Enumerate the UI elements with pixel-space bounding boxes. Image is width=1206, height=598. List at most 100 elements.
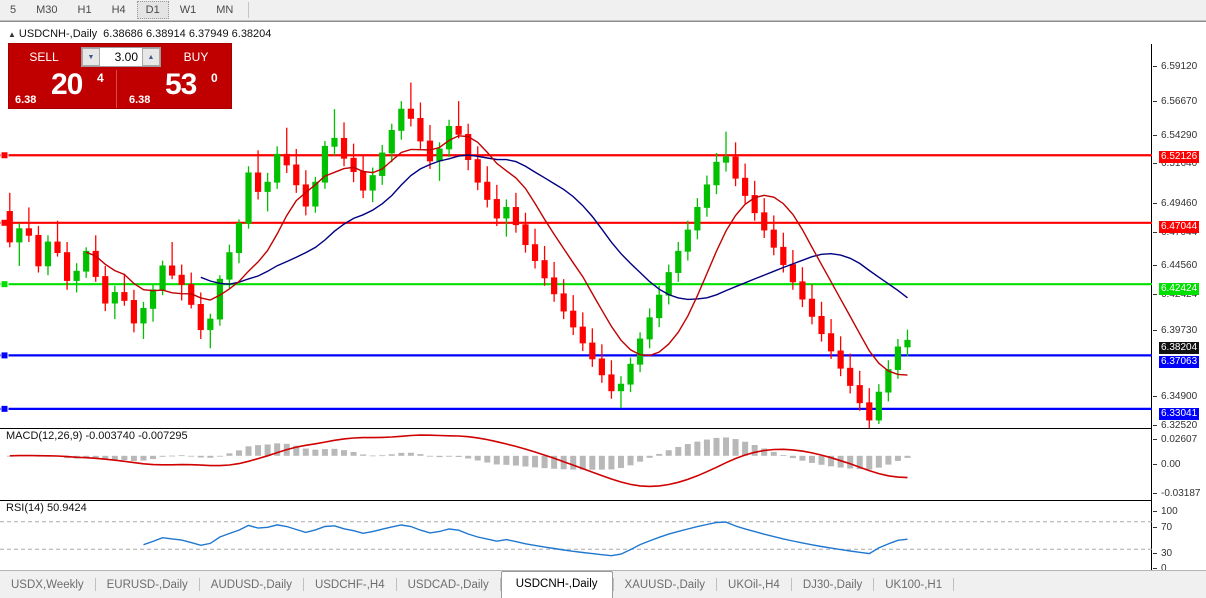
candle-body	[264, 181, 271, 192]
candle-body	[369, 175, 376, 191]
candle-body	[63, 252, 71, 281]
buy-button[interactable]: BUY	[183, 50, 209, 64]
chart-symbol-label: USDCNH-,Daily	[18, 28, 98, 40]
chart-tab-usdx-weekly[interactable]: USDX,Weekly	[11, 579, 84, 591]
macd-histogram-bar	[713, 437, 720, 456]
price-scale[interactable]: 6.59120 6.56670 6.54290 6.51640 6.49460 6.470…	[1153, 44, 1206, 574]
candle-body	[904, 339, 911, 348]
price-tick-label: 6.51640	[1161, 158, 1198, 169]
price-level-tag-red[interactable]: 6.47044	[1159, 221, 1200, 233]
macd-histogram-bar	[350, 452, 357, 456]
buy-price-big: 53	[165, 68, 197, 101]
chart-tab-dj30-daily[interactable]: DJ30-,Daily	[802, 579, 863, 591]
chart-tab-eurusd-daily[interactable]: EURUSD-,Daily	[106, 579, 188, 591]
triangle-up-icon[interactable]: ▲	[8, 30, 16, 39]
volume-stepper[interactable]: ▼ 3.00 ▲	[81, 47, 161, 67]
macd-histogram-bar	[341, 450, 348, 456]
candle	[445, 119, 453, 157]
candle-body	[140, 308, 147, 324]
buy-price-block[interactable]: 6.38 53 0	[123, 68, 231, 108]
candle	[207, 313, 214, 349]
candle	[761, 198, 768, 238]
price-chart-pane[interactable]	[0, 44, 1152, 428]
tab-divider	[94, 578, 96, 591]
level-handle-support-1[interactable]	[0, 351, 9, 360]
chart-tab-ukoil-h4[interactable]: UKOil-,H4	[728, 579, 780, 591]
price-level-tag-blue[interactable]: 6.37063	[1159, 356, 1200, 368]
chart-tab-xauusd-daily[interactable]: XAUUSD-,Daily	[624, 579, 706, 591]
candle-body	[226, 252, 233, 280]
candle-body	[770, 229, 777, 248]
indicator-tick-mark	[1153, 464, 1157, 465]
macd-pane[interactable]	[0, 428, 1152, 500]
macd-histogram-bar	[111, 455, 118, 460]
candle-body	[665, 272, 672, 296]
price-tick-mark	[1153, 66, 1157, 67]
volume-decrement-icon[interactable]: ▼	[82, 48, 100, 66]
macd-histogram-bar	[369, 455, 376, 457]
macd-histogram-bar	[150, 455, 157, 460]
candle-body	[675, 250, 682, 273]
macd-histogram-bar	[207, 455, 214, 458]
candle-body	[856, 385, 863, 404]
candle	[264, 172, 271, 212]
chart-tab-usdcad-daily[interactable]: USDCAD-,Daily	[407, 579, 489, 591]
chart-tab-audusd-daily[interactable]: AUDUSD-,Daily	[210, 579, 292, 591]
level-handle-pivot[interactable]	[0, 280, 9, 289]
macd-histogram-bar	[627, 455, 634, 466]
chart-tab-usdchf-h4[interactable]: USDCHF-,H4	[314, 579, 385, 591]
chart-tab-uk100-h1[interactable]: UK100-,H1	[885, 579, 943, 591]
macd-histogram-bar	[646, 455, 653, 458]
timeframe-items: 5 M30 H1 H4 D1 W1 MN	[0, 1, 243, 19]
macd-histogram-bar	[293, 445, 300, 456]
candle	[722, 131, 730, 172]
timeframe-h1[interactable]: H1	[77, 4, 92, 16]
candle-body	[894, 346, 902, 370]
chart-tab-usdcnh-daily[interactable]: USDCNH-,Daily	[500, 571, 613, 598]
price-level-tag-red[interactable]: 6.52126	[1159, 151, 1200, 163]
volume-value[interactable]: 3.00	[114, 50, 138, 64]
price-level-tag-blue[interactable]: 6.33041	[1159, 408, 1200, 420]
level-handle-support-2[interactable]	[0, 404, 9, 413]
candle-body	[474, 159, 481, 183]
candle	[885, 360, 892, 402]
macd-histogram-bar	[656, 453, 663, 456]
macd-histogram-bar	[828, 455, 835, 467]
price-level-tag-black[interactable]: 6.38204	[1159, 342, 1200, 354]
macd-histogram-bar	[255, 445, 262, 456]
candle	[360, 154, 367, 199]
candle	[312, 176, 319, 213]
candle-body	[703, 184, 711, 208]
price-tick-label: 6.32520	[1161, 420, 1198, 431]
macd-histogram-bar	[493, 455, 500, 465]
volume-increment-icon[interactable]: ▲	[142, 48, 160, 66]
candle	[551, 261, 558, 302]
sell-price-block[interactable]: 6.38 20 4	[9, 68, 117, 108]
candle-body	[436, 148, 443, 162]
timeframe-h4[interactable]: H4	[111, 4, 126, 16]
sell-button[interactable]: SELL	[29, 50, 59, 64]
candle-body	[44, 241, 52, 267]
timeframe-mn[interactable]: MN	[216, 4, 234, 16]
indicator-tick-label: 100	[1161, 506, 1178, 517]
candle	[541, 245, 548, 286]
candle-body	[799, 281, 806, 300]
timeframe-m30[interactable]: M30	[36, 4, 58, 16]
macd-histogram-bar	[446, 455, 453, 457]
macd-histogram-bar	[770, 451, 777, 456]
price-level-tag-green[interactable]: 6.42424	[1159, 283, 1200, 295]
candle	[474, 146, 481, 191]
candle-body	[780, 246, 787, 265]
candle-body	[302, 184, 309, 207]
ma-fast-line	[85, 135, 908, 376]
rsi-pane[interactable]	[0, 500, 1152, 570]
timeframe-w1[interactable]: W1	[179, 4, 197, 16]
one-click-trading-panel[interactable]: SELL ▼ 3.00 ▲ BUY 6.38 20 4 6.38 53 0	[8, 43, 232, 109]
ma-slow-line	[200, 154, 908, 301]
candle-body	[656, 294, 663, 319]
rsi-caption: RSI(14) 50.9424	[6, 502, 87, 514]
timeframe-5[interactable]: 5	[10, 4, 17, 16]
oct-prices-row: 6.38 20 4 6.38 53 0	[9, 68, 231, 108]
level-handle-resistance-1[interactable]	[0, 151, 9, 160]
timeframe-d1[interactable]: D1	[136, 1, 169, 19]
